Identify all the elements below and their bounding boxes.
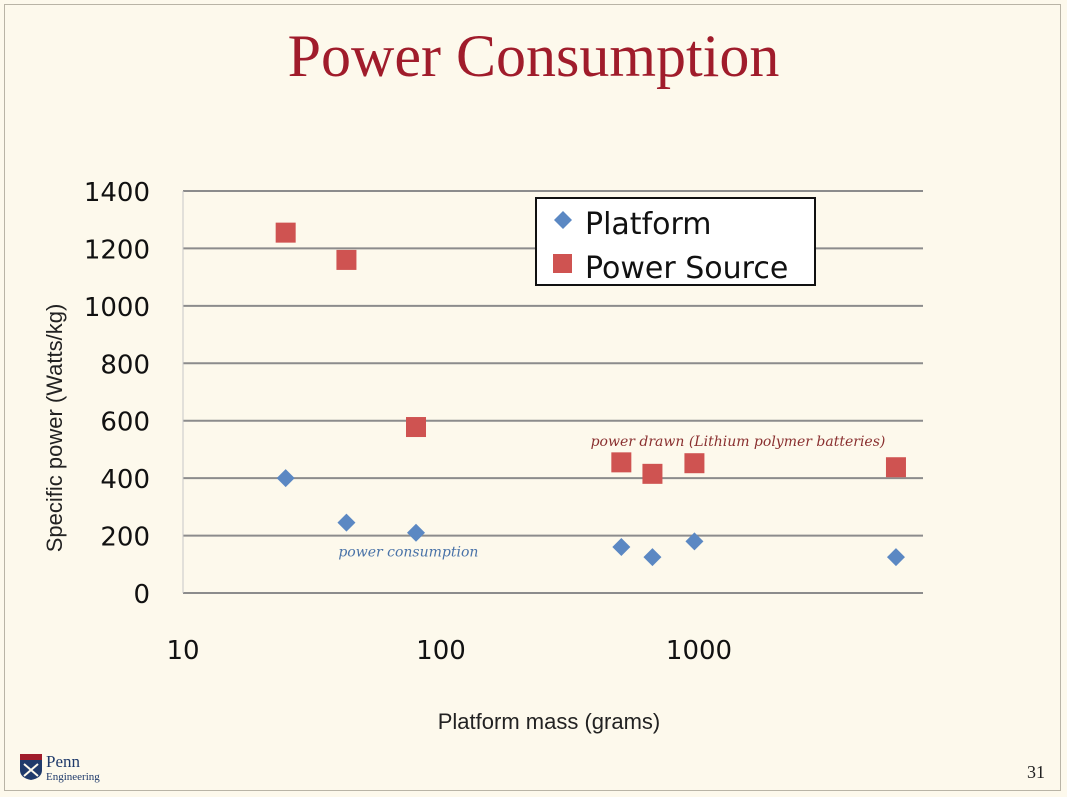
power-source-point xyxy=(336,249,357,270)
slide-number: 31 xyxy=(1027,762,1045,782)
platform-point xyxy=(886,548,905,567)
platform-point xyxy=(612,538,631,557)
penn-engineering-logo: Penn Engineering xyxy=(20,752,110,788)
power-source-point xyxy=(275,222,296,243)
annotation-label: power consumption xyxy=(338,544,478,560)
logo-line2: Engineering xyxy=(46,771,100,783)
platform-point xyxy=(406,523,425,542)
legend-label-platform: Platform xyxy=(585,207,712,242)
y-tick-label: 200 xyxy=(100,523,150,553)
data-points xyxy=(275,222,906,567)
legend-square-marker xyxy=(553,254,572,273)
platform-point xyxy=(337,513,356,532)
shield-icon xyxy=(20,754,42,780)
platform-point xyxy=(685,532,704,551)
legend-box xyxy=(535,197,816,286)
annotation-label: power drawn (Lithium polymer batteries) xyxy=(591,434,886,450)
y-axis-title: Specific power (Watts/kg) xyxy=(42,304,67,553)
power-source-point xyxy=(611,452,632,473)
y-tick-label: 1000 xyxy=(84,293,150,323)
x-tick-label: 1000 xyxy=(666,636,732,666)
x-tick-label: 100 xyxy=(416,636,466,666)
power-source-point xyxy=(684,453,705,474)
power-source-point xyxy=(405,417,426,438)
annotations: power consumption power drawn (Lithium po… xyxy=(338,434,885,561)
y-tick-label: 600 xyxy=(100,408,150,438)
y-tick-label: 400 xyxy=(100,465,150,495)
power-source-point xyxy=(642,463,663,484)
legend-diamond-marker xyxy=(554,211,572,229)
platform-point xyxy=(276,469,295,488)
legend-label-power-source: Power Source xyxy=(585,251,788,286)
x-tick-labels: 10 100 1000 xyxy=(166,636,732,666)
y-tick-label: 800 xyxy=(100,350,150,380)
power-source-point xyxy=(885,457,906,478)
logo-line1: Penn xyxy=(46,752,80,771)
y-tick-label: 1200 xyxy=(84,235,150,265)
platform-point xyxy=(643,548,662,567)
y-tick-labels: 0 200 400 600 800 1000 1200 1400 xyxy=(84,178,150,610)
x-tick-label: 10 xyxy=(166,636,199,666)
slide-title: Power Consumption xyxy=(287,23,780,89)
x-axis-title: Platform mass (grams) xyxy=(438,709,660,734)
slide-frame xyxy=(4,4,1061,791)
y-tick-label: 0 xyxy=(133,580,150,610)
y-tick-label: 1400 xyxy=(84,178,150,208)
legend: Platform Power Source xyxy=(535,197,816,286)
